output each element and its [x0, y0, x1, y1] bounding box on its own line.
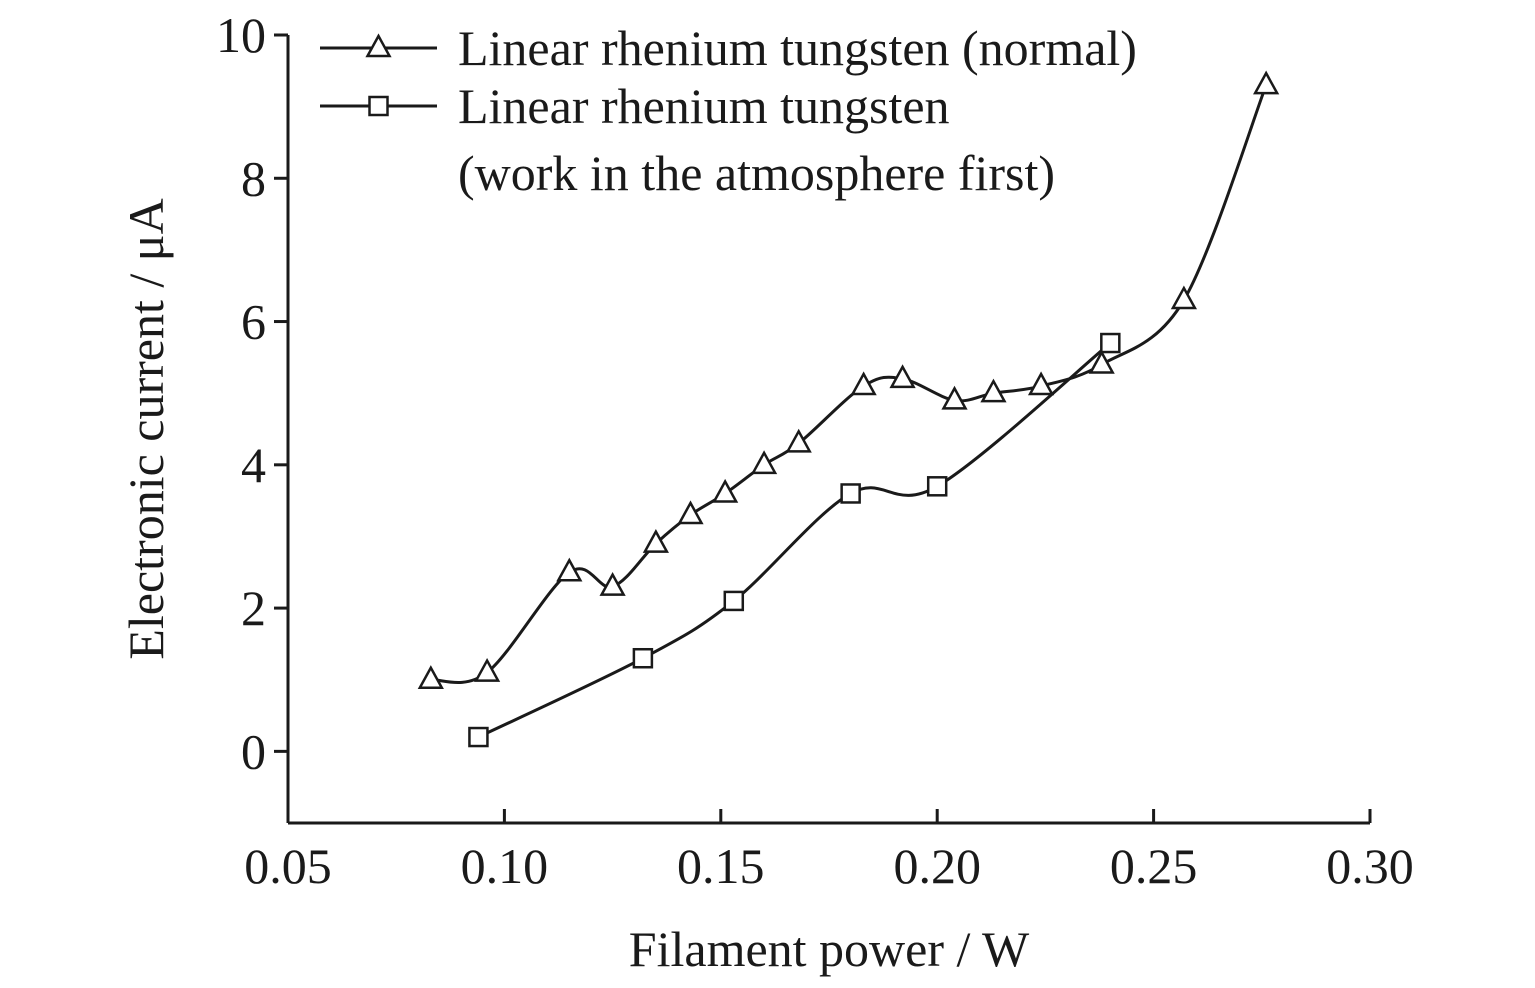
legend-entry: Linear rhenium tungsten (work in the atmo…	[320, 78, 1055, 201]
data-point-triangle	[473, 657, 501, 682]
data-point-triangle	[417, 665, 444, 689]
y-tick-label: 2	[241, 580, 266, 636]
legend-label: (work in the atmosphere first)	[458, 145, 1055, 201]
legend: Linear rhenium tungsten (normal)Linear r…	[320, 20, 1137, 201]
y-tick-label: 4	[241, 437, 266, 493]
data-point-triangle	[1088, 349, 1115, 374]
legend-marker-triangle	[365, 33, 392, 58]
data-point-square	[723, 590, 745, 612]
data-point-triangle	[1253, 70, 1280, 95]
data-point-triangle	[850, 371, 877, 396]
data-point-triangle	[1027, 371, 1055, 396]
data-point-triangle	[1170, 285, 1198, 310]
data-point-triangle	[941, 385, 968, 410]
data-point-square	[840, 483, 861, 504]
x-axis-label: Filament power / W	[629, 921, 1030, 977]
y-axis-label: Electronic current / μA	[118, 198, 174, 659]
data-point-triangle	[785, 428, 812, 453]
data-point-triangle	[712, 478, 739, 503]
series-layer	[417, 70, 1280, 748]
data-point-triangle	[889, 364, 916, 389]
series-triangle	[417, 70, 1280, 689]
data-point-triangle	[677, 500, 704, 525]
x-tick-label: 0.05	[244, 838, 332, 894]
data-point-triangle	[599, 572, 626, 596]
y-tick-label: 0	[241, 723, 266, 779]
legend-entry: Linear rhenium tungsten (normal)	[320, 20, 1137, 76]
legend-marker-square	[368, 95, 389, 117]
x-tick-label: 0.25	[1110, 838, 1198, 894]
x-tick-label: 0.10	[461, 838, 549, 894]
series-square	[468, 332, 1121, 748]
data-point-triangle	[980, 378, 1007, 403]
y-tick-label: 6	[241, 294, 266, 350]
y-tick-label: 10	[216, 7, 266, 63]
data-point-triangle	[750, 450, 778, 475]
data-point-triangle	[556, 557, 583, 582]
x-tick-label: 0.15	[677, 838, 765, 894]
x-tick-label: 0.30	[1326, 838, 1414, 894]
series-line	[477, 341, 1112, 739]
data-point-triangle	[642, 529, 669, 553]
data-point-square	[926, 476, 948, 497]
legend-label: Linear rhenium tungsten (normal)	[458, 20, 1137, 76]
x-tick-label: 0.20	[893, 838, 981, 894]
y-tick-label: 8	[241, 150, 266, 206]
data-point-square	[468, 726, 489, 748]
data-point-square	[1100, 332, 1121, 354]
legend-label: Linear rhenium tungsten	[458, 78, 950, 134]
data-point-square	[632, 647, 654, 669]
axes: 0 2 4 6 8 10 0.05 0.10 0.15 0.20 0.25 0.30	[216, 7, 1414, 894]
